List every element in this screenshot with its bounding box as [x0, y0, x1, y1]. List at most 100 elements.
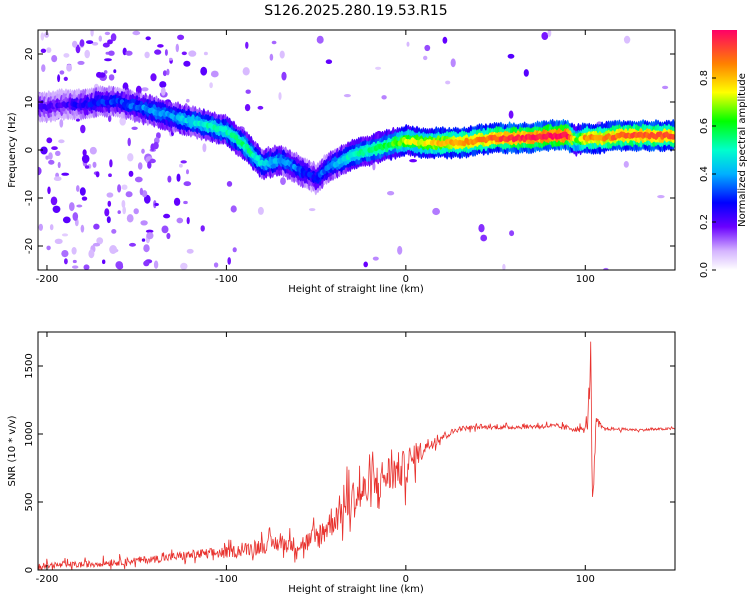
heatmap-noise-cell	[38, 166, 42, 176]
heatmap-noise-cell	[200, 66, 208, 76]
heatmap-noise-cell	[139, 187, 144, 196]
heatmap-noise-cell	[127, 153, 134, 162]
heatmap-noise-cell	[128, 170, 134, 177]
heatmap-noise-cell	[66, 64, 72, 72]
heatmap-noise-cell	[80, 224, 85, 233]
heatmap-noise-cell	[397, 245, 403, 255]
heatmap-noise-cell	[226, 181, 233, 187]
heatmap-noise-cell	[72, 265, 79, 269]
heatmap-noise-cell	[76, 185, 80, 192]
heatmap-noise-cell	[79, 39, 85, 47]
heatmap-noise-cell	[245, 89, 251, 94]
heatmap-noise-cell	[372, 162, 376, 171]
heatmap-noise-cell	[541, 32, 549, 40]
x-tick-label: 100	[576, 574, 595, 585]
heatmap-noise-cell	[325, 59, 333, 64]
heatmap-noise-cell	[129, 242, 136, 247]
heatmap-noise-cell	[69, 202, 75, 212]
heatmap-noise-cell	[316, 35, 324, 44]
snr-frame	[37, 331, 676, 571]
heatmap-noise-cell	[40, 146, 48, 155]
heatmap-noise-cell	[57, 74, 61, 83]
heatmap-noise-cell	[149, 158, 156, 164]
heatmap-noise-cell	[183, 181, 192, 187]
heatmap-noise-cell	[141, 87, 149, 92]
heatmap-noise-cell	[244, 104, 251, 112]
snr-series-line	[38, 341, 675, 570]
heatmap-noise-cell	[150, 73, 157, 82]
heatmap-noise-cell	[58, 139, 65, 144]
heatmap-noise-cell	[81, 196, 88, 201]
heatmap-noise-cell	[63, 76, 68, 81]
heatmap-noise-cell	[209, 82, 213, 89]
y-tick-label: 10	[24, 96, 35, 109]
heatmap-noise-cell	[445, 80, 451, 85]
heatmap-noise-cell	[169, 57, 173, 61]
x-tick-label: 0	[403, 574, 409, 585]
heatmap-noise-cell	[116, 264, 124, 270]
heatmap-noise-cell	[257, 105, 264, 110]
heatmap-noise-cell	[154, 49, 162, 55]
heatmap-noise-cell	[278, 92, 282, 101]
snr-x-axis: -200 -100 0 100	[36, 332, 595, 585]
heatmap-noise-cell	[159, 81, 167, 88]
heatmap-noise-cell	[51, 55, 58, 63]
heatmap-noise-cell	[281, 71, 287, 81]
x-tick-label: -100	[215, 574, 238, 585]
heatmap-noise-cell	[179, 163, 183, 168]
heatmap-noise-cell	[242, 67, 250, 76]
heatmap-noise-cell	[45, 155, 49, 160]
heatmap-ridge-cell	[671, 134, 675, 140]
heatmap-noise-cell	[49, 224, 54, 231]
heatmap-noise-cell	[79, 187, 86, 196]
heatmap-noise-cell	[143, 244, 150, 253]
heatmap-noise-cell	[186, 98, 190, 103]
heatmap-noise-cell	[111, 229, 117, 234]
x-tick-label: -200	[36, 574, 59, 585]
heatmap-noise-cell	[375, 66, 382, 70]
heatmap-noise-cell	[48, 152, 53, 160]
heatmap-noise-cell	[279, 50, 285, 59]
heatmap-noise-cell	[127, 137, 131, 147]
heatmap-noise-cell	[84, 49, 90, 59]
heatmap-noise-cell	[409, 159, 417, 163]
heatmap-noise-cell	[372, 256, 379, 261]
heatmap-noise-cell	[83, 264, 90, 270]
heatmap-noise-cell	[141, 190, 148, 198]
heatmap-noise-cell	[164, 49, 168, 56]
heatmap-noise-cell	[450, 58, 456, 68]
heatmap-noise-cell	[50, 196, 58, 206]
heatmap-noise-cell	[176, 217, 184, 224]
heatmap-noise-cell	[387, 191, 395, 196]
heatmap-noise-cell	[160, 87, 166, 96]
heatmap-noise-cell	[203, 51, 208, 56]
heatmap-noise-cell	[480, 234, 488, 242]
heatmap-noise-cell	[133, 208, 139, 215]
heatmap-noise-cell	[161, 225, 169, 234]
snr-y-axis: 0 500 1000 1500	[24, 353, 675, 573]
heatmap-noise-cell	[141, 148, 145, 154]
spectrogram-heatmap	[38, 30, 675, 270]
heatmap-noise-cell	[230, 205, 237, 213]
heatmap-noise-cell	[176, 173, 181, 182]
heatmap-noise-cell	[603, 267, 609, 270]
heatmap-noise-cell	[154, 203, 159, 206]
heatmap-noise-cell	[424, 44, 431, 52]
heatmap-noise-cell	[125, 191, 133, 198]
x-tick-label: -200	[36, 274, 59, 285]
heatmap-noise-cell	[77, 60, 85, 65]
heatmap-noise-cell	[125, 50, 133, 56]
heatmap-noise-cell	[162, 70, 167, 77]
heatmap-noise-cell	[121, 184, 128, 190]
heatmap-noise-cell	[72, 259, 77, 264]
heatmap-noise-cell	[71, 247, 77, 255]
heatmap-noise-cell	[108, 114, 112, 123]
heatmap-noise-cell	[509, 230, 515, 237]
heatmap-noise-cell	[210, 70, 219, 78]
heatmap-noise-cell	[119, 117, 126, 126]
heatmap-noise-cell	[55, 150, 61, 156]
heatmap-noise-cell	[147, 161, 152, 169]
snr-plot-area	[38, 332, 675, 570]
heatmap-noise-cell	[188, 50, 197, 57]
heatmap-noise-cell	[186, 169, 189, 175]
